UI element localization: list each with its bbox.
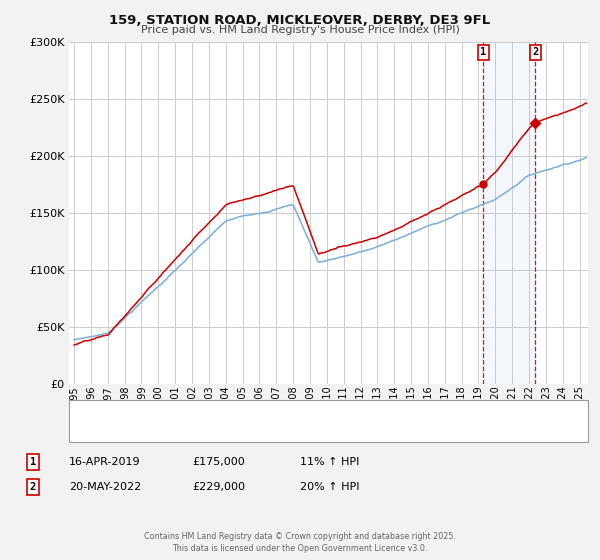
Text: 20% ↑ HPI: 20% ↑ HPI	[300, 482, 359, 492]
Text: 1: 1	[480, 47, 487, 57]
Text: Contains HM Land Registry data © Crown copyright and database right 2025.
This d: Contains HM Land Registry data © Crown c…	[144, 533, 456, 553]
Text: £175,000: £175,000	[192, 457, 245, 467]
Text: 1: 1	[30, 457, 36, 467]
Text: 16-APR-2019: 16-APR-2019	[69, 457, 140, 467]
Text: 2: 2	[30, 482, 36, 492]
Bar	[484, 42, 535, 384]
Text: 159, STATION ROAD, MICKLEOVER, DERBY, DE3 9FL (semi-detached house): 159, STATION ROAD, MICKLEOVER, DERBY, DE…	[111, 407, 479, 417]
Text: £229,000: £229,000	[192, 482, 245, 492]
Text: HPI: Average price, semi-detached house, City of Derby: HPI: Average price, semi-detached house,…	[111, 428, 383, 438]
Text: Price paid vs. HM Land Registry's House Price Index (HPI): Price paid vs. HM Land Registry's House …	[140, 25, 460, 35]
Text: 2: 2	[532, 47, 539, 57]
Text: 159, STATION ROAD, MICKLEOVER, DERBY, DE3 9FL: 159, STATION ROAD, MICKLEOVER, DERBY, DE…	[109, 14, 491, 27]
Text: 20-MAY-2022: 20-MAY-2022	[69, 482, 141, 492]
Text: 11% ↑ HPI: 11% ↑ HPI	[300, 457, 359, 467]
